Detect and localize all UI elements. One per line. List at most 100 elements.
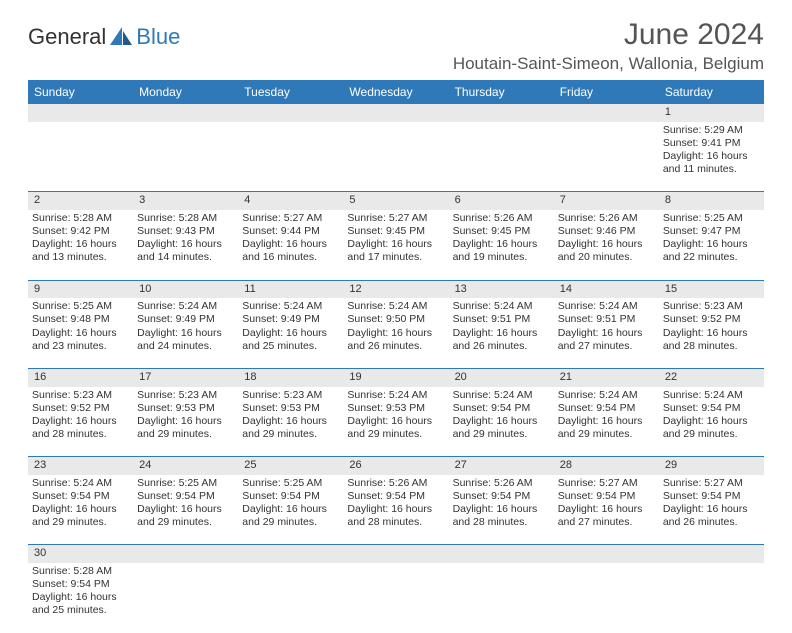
daylight-text: and 29 minutes. [663, 428, 760, 441]
day-number: 5 [343, 192, 448, 210]
logo-text-general: General [28, 24, 106, 50]
sunrise-text: Sunrise: 5:24 AM [347, 300, 444, 313]
sunrise-text: Sunrise: 5:28 AM [32, 212, 129, 225]
day-number: 25 [238, 457, 343, 475]
daylight-text: Daylight: 16 hours [32, 503, 129, 516]
day-cell: Sunrise: 5:25 AMSunset: 9:54 PMDaylight:… [238, 475, 343, 545]
day-cell: Sunrise: 5:26 AMSunset: 9:54 PMDaylight:… [449, 475, 554, 545]
daylight-text: and 19 minutes. [453, 251, 550, 264]
sunrise-text: Sunrise: 5:27 AM [242, 212, 339, 225]
sunset-text: Sunset: 9:51 PM [453, 313, 550, 326]
sunset-text: Sunset: 9:54 PM [137, 490, 234, 503]
day-cell [343, 563, 448, 633]
day-cell: Sunrise: 5:24 AMSunset: 9:49 PMDaylight:… [238, 298, 343, 368]
daylight-text: and 25 minutes. [32, 604, 129, 617]
day-number [343, 545, 448, 563]
daylight-text: and 14 minutes. [137, 251, 234, 264]
day-number: 2 [28, 192, 133, 210]
sunset-text: Sunset: 9:54 PM [453, 402, 550, 415]
sunset-text: Sunset: 9:44 PM [242, 225, 339, 238]
day-cell: Sunrise: 5:23 AMSunset: 9:53 PMDaylight:… [238, 387, 343, 457]
daylight-text: and 27 minutes. [558, 340, 655, 353]
day-cell [28, 122, 133, 192]
sunset-text: Sunset: 9:54 PM [32, 490, 129, 503]
day-number [659, 545, 764, 563]
day-cell: Sunrise: 5:26 AMSunset: 9:45 PMDaylight:… [449, 210, 554, 280]
daylight-text: and 26 minutes. [347, 340, 444, 353]
day-number: 4 [238, 192, 343, 210]
day-number: 21 [554, 368, 659, 386]
day-cell [554, 563, 659, 633]
day-number: 10 [133, 280, 238, 298]
daylight-text: and 29 minutes. [137, 516, 234, 529]
sunset-text: Sunset: 9:45 PM [347, 225, 444, 238]
daylight-text: and 11 minutes. [663, 163, 760, 176]
weekday-header: Tuesday [238, 80, 343, 104]
sunrise-text: Sunrise: 5:28 AM [32, 565, 129, 578]
daylight-text: Daylight: 16 hours [347, 415, 444, 428]
day-number: 7 [554, 192, 659, 210]
day-number: 22 [659, 368, 764, 386]
daylight-text: Daylight: 16 hours [558, 415, 655, 428]
weekday-header: Friday [554, 80, 659, 104]
daylight-text: Daylight: 16 hours [558, 503, 655, 516]
day-cell: Sunrise: 5:24 AMSunset: 9:53 PMDaylight:… [343, 387, 448, 457]
sunrise-text: Sunrise: 5:26 AM [453, 212, 550, 225]
sunrise-text: Sunrise: 5:25 AM [137, 477, 234, 490]
daylight-text: and 25 minutes. [242, 340, 339, 353]
daynum-row: 9101112131415 [28, 280, 764, 298]
daylight-text: Daylight: 16 hours [32, 327, 129, 340]
day-cell: Sunrise: 5:23 AMSunset: 9:53 PMDaylight:… [133, 387, 238, 457]
sunset-text: Sunset: 9:54 PM [242, 490, 339, 503]
day-number [554, 104, 659, 122]
daylight-text: Daylight: 16 hours [347, 503, 444, 516]
day-number: 23 [28, 457, 133, 475]
sunset-text: Sunset: 9:54 PM [32, 578, 129, 591]
daylight-text: Daylight: 16 hours [453, 327, 550, 340]
daylight-text: and 29 minutes. [32, 516, 129, 529]
day-cell: Sunrise: 5:25 AMSunset: 9:47 PMDaylight:… [659, 210, 764, 280]
daylight-text: and 16 minutes. [242, 251, 339, 264]
day-number [133, 545, 238, 563]
sunset-text: Sunset: 9:46 PM [558, 225, 655, 238]
daylight-text: Daylight: 16 hours [663, 503, 760, 516]
day-number: 30 [28, 545, 133, 563]
location: Houtain-Saint-Simeon, Wallonia, Belgium [453, 54, 764, 74]
day-number: 28 [554, 457, 659, 475]
daylight-text: and 17 minutes. [347, 251, 444, 264]
weekday-header: Wednesday [343, 80, 448, 104]
daylight-text: Daylight: 16 hours [558, 327, 655, 340]
day-cell: Sunrise: 5:23 AMSunset: 9:52 PMDaylight:… [28, 387, 133, 457]
sunrise-text: Sunrise: 5:23 AM [137, 389, 234, 402]
daylight-text: Daylight: 16 hours [242, 327, 339, 340]
daynum-row: 16171819202122 [28, 368, 764, 386]
daylight-text: and 29 minutes. [137, 428, 234, 441]
sunset-text: Sunset: 9:49 PM [242, 313, 339, 326]
calendar-page: General Blue June 2024 Houtain-Saint-Sim… [0, 0, 792, 633]
daylight-text: and 26 minutes. [453, 340, 550, 353]
day-number: 6 [449, 192, 554, 210]
sunset-text: Sunset: 9:43 PM [137, 225, 234, 238]
daylight-text: and 29 minutes. [242, 516, 339, 529]
daylight-text: Daylight: 16 hours [32, 415, 129, 428]
sunrise-text: Sunrise: 5:24 AM [347, 389, 444, 402]
daylight-text: and 29 minutes. [242, 428, 339, 441]
sunset-text: Sunset: 9:48 PM [32, 313, 129, 326]
week-row: Sunrise: 5:23 AMSunset: 9:52 PMDaylight:… [28, 387, 764, 457]
sunrise-text: Sunrise: 5:24 AM [453, 389, 550, 402]
daylight-text: and 29 minutes. [453, 428, 550, 441]
day-number: 18 [238, 368, 343, 386]
sunrise-text: Sunrise: 5:24 AM [663, 389, 760, 402]
day-number: 15 [659, 280, 764, 298]
day-cell: Sunrise: 5:24 AMSunset: 9:54 PMDaylight:… [28, 475, 133, 545]
header: General Blue June 2024 Houtain-Saint-Sim… [28, 18, 764, 74]
day-number: 8 [659, 192, 764, 210]
day-cell [659, 563, 764, 633]
sunset-text: Sunset: 9:54 PM [347, 490, 444, 503]
week-row: Sunrise: 5:28 AMSunset: 9:54 PMDaylight:… [28, 563, 764, 633]
day-cell: Sunrise: 5:24 AMSunset: 9:49 PMDaylight:… [133, 298, 238, 368]
day-number [238, 545, 343, 563]
day-cell [238, 563, 343, 633]
day-number [449, 545, 554, 563]
daynum-row: 2345678 [28, 192, 764, 210]
